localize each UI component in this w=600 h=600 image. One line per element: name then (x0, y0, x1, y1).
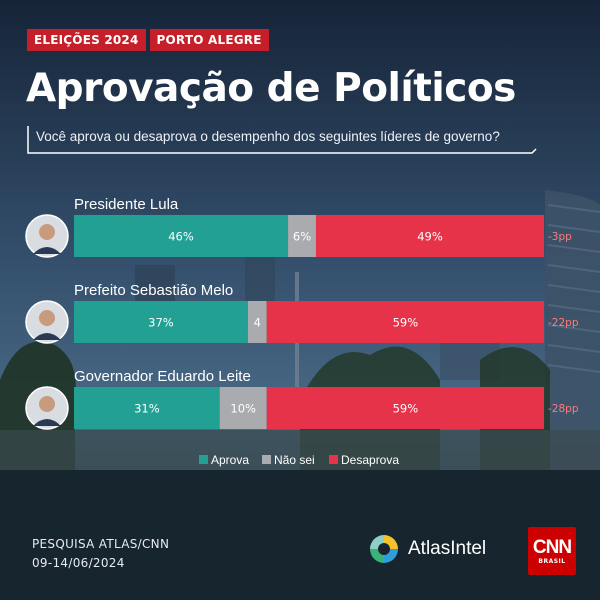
cnn-brasil-logo: CNN BRASIL (528, 527, 576, 575)
politician-name: Governador Eduardo Leite (74, 368, 251, 385)
avatar-head (39, 224, 55, 240)
bar-segment-aprova (74, 215, 289, 257)
net-difference-label: -3pp (548, 231, 572, 243)
page-title: Aprovação de Políticos (26, 66, 516, 111)
bar-value-label: 4 (254, 316, 261, 330)
bar-segment-desaprova (315, 215, 544, 257)
atlas-emblem-icon (370, 535, 398, 563)
legend-swatch (199, 455, 208, 464)
net-difference-label: -22pp (548, 317, 579, 329)
bar-segment-aprova (74, 387, 220, 429)
city-tag: PORTO ALEGRE (149, 29, 269, 51)
cnn-sub-wordmark: BRASIL (538, 558, 566, 565)
legend-label: Aprova (211, 453, 249, 467)
cnn-wordmark: CNN (532, 537, 572, 558)
avatar-head (39, 396, 55, 412)
chart-subtitle: Você aprova ou desaprova o desempenho do… (36, 129, 500, 144)
tag-group: ELEIÇÕES 2024 PORTO ALEGRE (27, 29, 269, 51)
bar-value-label: 37% (148, 316, 174, 330)
legend-swatch (262, 455, 271, 464)
legend-swatch (329, 455, 338, 464)
bar-value-label: 10% (230, 402, 256, 416)
bar-value-label: 49% (417, 230, 443, 244)
bar-segment-aprova (74, 301, 248, 343)
election-tag: ELEIÇÕES 2024 (27, 29, 146, 51)
bar-segment-nao-sei (247, 301, 267, 343)
bar-segment-nao-sei (219, 387, 267, 429)
avatar-body (33, 247, 61, 254)
avatar-body (33, 333, 61, 340)
atlasintel-logo: AtlasIntel (368, 533, 486, 565)
bar-value-label: 59% (393, 316, 419, 330)
footer-source: PESQUISA ATLAS/CNN 09-14/06/2024 (32, 535, 169, 573)
source-label: PESQUISA ATLAS/CNN (32, 537, 170, 551)
atlas-wordmark: AtlasIntel (408, 538, 487, 559)
bar-value-label: 59% (393, 402, 419, 416)
bar-value-label: 31% (134, 402, 160, 416)
subtitle-bracket (27, 126, 537, 154)
bar-segment-nao-sei (288, 215, 316, 257)
bar-segment-desaprova (266, 387, 544, 429)
politician-name: Prefeito Sebastião Melo (74, 282, 233, 299)
avatar-body (33, 419, 61, 426)
avatar-head (39, 310, 55, 326)
net-difference-label: -28pp (548, 403, 579, 415)
politician-name: Presidente Lula (74, 196, 179, 213)
legend-label: Não sei (274, 453, 315, 467)
bar-value-label: 6% (293, 230, 311, 244)
bar-segment-desaprova (266, 301, 544, 343)
survey-dates: 09-14/06/2024 (32, 556, 125, 570)
bar-value-label: 46% (168, 230, 194, 244)
legend-label: Desaprova (341, 453, 399, 467)
